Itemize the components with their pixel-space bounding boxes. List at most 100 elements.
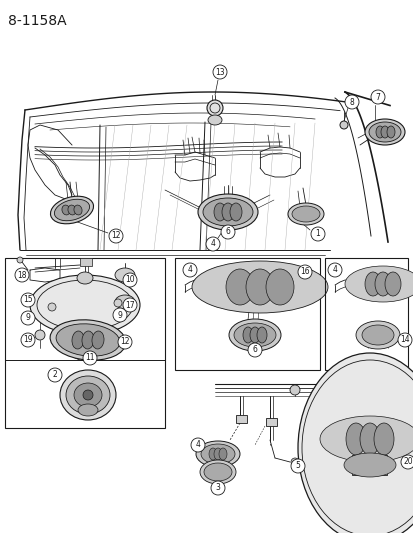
Circle shape [183, 263, 197, 277]
Ellipse shape [297, 353, 413, 533]
Ellipse shape [202, 198, 252, 226]
Circle shape [290, 459, 304, 473]
Text: 12: 12 [111, 231, 121, 240]
Text: 19: 19 [23, 335, 33, 344]
Ellipse shape [228, 319, 280, 351]
Ellipse shape [249, 327, 259, 343]
Ellipse shape [225, 269, 254, 305]
Text: 18: 18 [17, 271, 27, 279]
Circle shape [123, 298, 137, 312]
Text: 8-1158A: 8-1158A [8, 14, 66, 28]
Ellipse shape [197, 194, 257, 230]
Ellipse shape [245, 269, 273, 305]
Circle shape [83, 390, 93, 400]
Circle shape [118, 335, 132, 349]
Ellipse shape [115, 295, 135, 309]
Circle shape [48, 368, 62, 382]
Ellipse shape [195, 441, 240, 467]
Bar [5, 258, 165, 428]
Ellipse shape [209, 448, 216, 460]
Ellipse shape [344, 266, 413, 302]
Text: 1: 1 [315, 230, 320, 238]
Text: 6: 6 [252, 345, 257, 354]
Ellipse shape [375, 126, 383, 138]
Text: 96108  1158: 96108 1158 [348, 517, 405, 526]
Bar [80, 258, 92, 266]
Ellipse shape [355, 321, 399, 349]
Ellipse shape [345, 423, 365, 455]
Text: 9: 9 [117, 311, 122, 319]
Ellipse shape [373, 423, 393, 455]
Circle shape [35, 330, 45, 340]
Ellipse shape [50, 196, 93, 224]
Text: 6: 6 [225, 228, 230, 237]
Ellipse shape [30, 275, 140, 335]
Ellipse shape [364, 119, 404, 145]
Ellipse shape [204, 463, 231, 481]
Text: 16: 16 [299, 268, 309, 277]
Circle shape [327, 263, 341, 277]
Text: 4: 4 [210, 239, 215, 248]
Ellipse shape [82, 331, 94, 349]
Ellipse shape [56, 324, 120, 356]
Circle shape [83, 351, 97, 365]
Text: 8: 8 [349, 98, 354, 107]
Bar [351, 455, 386, 475]
Circle shape [289, 385, 299, 395]
Ellipse shape [214, 448, 221, 460]
Circle shape [339, 121, 347, 129]
Circle shape [48, 303, 56, 311]
Ellipse shape [233, 323, 275, 347]
Ellipse shape [380, 126, 388, 138]
Text: 10: 10 [125, 276, 135, 285]
Circle shape [114, 299, 122, 307]
Circle shape [344, 95, 358, 109]
Bar [175, 258, 319, 370]
Circle shape [310, 227, 324, 241]
Bar [341, 425, 396, 453]
Ellipse shape [386, 126, 394, 138]
Circle shape [221, 225, 235, 239]
Circle shape [247, 343, 261, 357]
Ellipse shape [242, 327, 252, 343]
Text: 11: 11 [85, 353, 95, 362]
Circle shape [397, 333, 411, 347]
Ellipse shape [218, 448, 226, 460]
Text: 9: 9 [26, 313, 31, 322]
Circle shape [212, 65, 226, 79]
Ellipse shape [92, 331, 104, 349]
Bar [221, 272, 296, 302]
Bar [235, 415, 247, 423]
Circle shape [211, 481, 224, 495]
Circle shape [290, 458, 298, 466]
Text: 15: 15 [23, 295, 33, 304]
Ellipse shape [60, 370, 116, 420]
Ellipse shape [266, 269, 293, 305]
Ellipse shape [256, 327, 266, 343]
Ellipse shape [287, 203, 323, 225]
Ellipse shape [384, 272, 400, 296]
Ellipse shape [62, 205, 70, 215]
Ellipse shape [221, 203, 233, 221]
Text: 7: 7 [375, 93, 380, 101]
Ellipse shape [368, 122, 400, 142]
Text: 14: 14 [399, 335, 409, 344]
Text: 13: 13 [215, 68, 224, 77]
Circle shape [21, 311, 35, 325]
Ellipse shape [115, 268, 135, 282]
Ellipse shape [361, 325, 393, 345]
Bar [266, 418, 276, 426]
Circle shape [206, 237, 219, 251]
Ellipse shape [74, 205, 82, 215]
Ellipse shape [201, 444, 235, 464]
Text: 5: 5 [295, 462, 300, 471]
Ellipse shape [74, 383, 102, 407]
Text: 20: 20 [402, 457, 412, 466]
Circle shape [17, 257, 23, 263]
Circle shape [206, 100, 223, 116]
Circle shape [370, 90, 384, 104]
Ellipse shape [50, 320, 126, 360]
Ellipse shape [68, 205, 76, 215]
Ellipse shape [343, 453, 395, 477]
Circle shape [21, 293, 35, 307]
